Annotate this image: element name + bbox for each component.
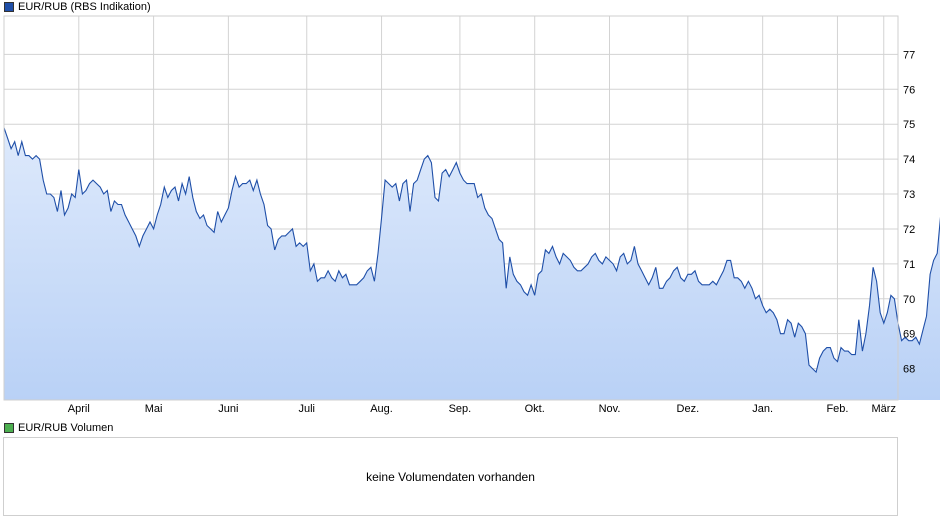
price-area <box>4 127 940 400</box>
x-tick-label: Okt. <box>525 403 545 415</box>
price-line <box>3 127 940 374</box>
x-tick-label: Aug. <box>370 403 393 415</box>
x-tick-label: Juli <box>298 403 315 415</box>
y-tick-label: 74 <box>903 154 915 166</box>
y-tick-label: 70 <box>903 294 915 306</box>
volume-legend: EUR/RUB Volumen <box>4 421 113 435</box>
y-tick-label: 73 <box>903 189 915 201</box>
x-axis-labels: April Mai Juni Juli Aug. Sep. Okt. Nov. Dez. Jan.… <box>68 403 896 415</box>
y-tick-label: 76 <box>903 84 915 96</box>
volume-panel: keine Volumendaten vorhanden <box>3 437 898 516</box>
plot-border <box>3 15 899 401</box>
price-legend: EUR/RUB (RBS Indikation) <box>4 0 151 14</box>
x-tick-label: Juni <box>218 403 238 415</box>
y-tick-label: 71 <box>903 259 915 271</box>
x-tick-label: Feb. <box>826 403 848 415</box>
x-tick-label: Mai <box>145 403 163 415</box>
x-tick-label: Sep. <box>449 403 472 415</box>
x-tick-label: Nov. <box>599 403 621 415</box>
y-axis-labels: 68 69 70 71 72 73 74 75 76 77 <box>903 49 915 375</box>
volume-empty-message: keine Volumendaten vorhanden <box>366 469 535 484</box>
x-tick-label: Dez. <box>677 403 700 415</box>
y-tick-label: 69 <box>903 329 915 341</box>
y-tick-label: 75 <box>903 119 915 131</box>
y-tick-label: 77 <box>903 49 915 61</box>
x-tick-label: April <box>68 403 90 415</box>
y-tick-label: 68 <box>903 364 915 376</box>
volume-legend-swatch <box>4 423 14 433</box>
price-legend-swatch <box>4 2 14 12</box>
volume-legend-label: EUR/RUB Volumen <box>18 422 114 434</box>
y-tick-label: 72 <box>903 224 915 236</box>
x-tick-label: Jan. <box>752 403 773 415</box>
x-tick-label: März <box>872 403 896 415</box>
price-chart: 68 69 70 71 72 73 74 75 76 77 April Mai Juni Juli Aug… <box>3 15 940 415</box>
price-legend-label: EUR/RUB (RBS Indikation) <box>18 1 151 13</box>
